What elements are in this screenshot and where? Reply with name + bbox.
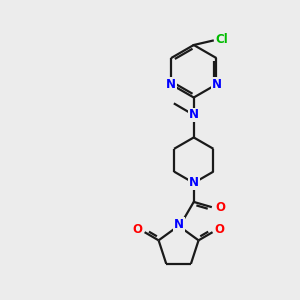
Text: O: O — [132, 223, 142, 236]
Text: N: N — [212, 78, 221, 91]
Text: Cl: Cl — [215, 33, 228, 46]
Text: O: O — [215, 201, 225, 214]
Text: N: N — [189, 176, 199, 190]
Text: N: N — [174, 218, 184, 231]
Text: O: O — [215, 223, 225, 236]
Text: N: N — [166, 78, 176, 91]
Text: N: N — [189, 109, 199, 122]
